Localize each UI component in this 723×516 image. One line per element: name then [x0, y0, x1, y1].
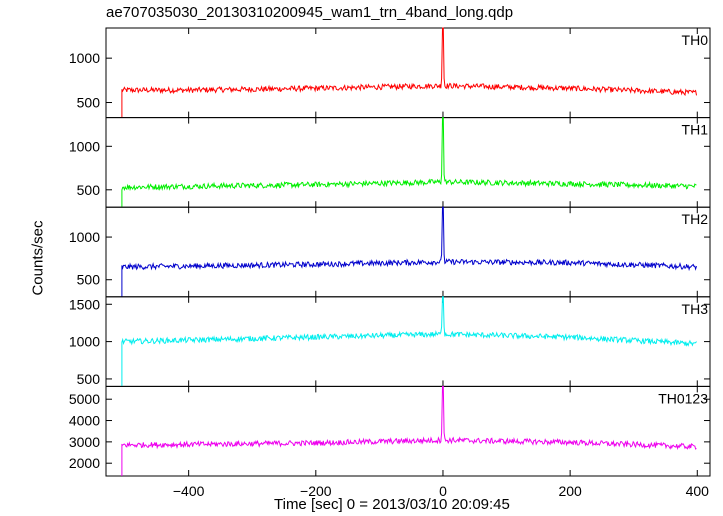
- y-tick-label: 500: [77, 371, 101, 387]
- panel-label-th0: TH0: [682, 32, 709, 48]
- panel-label-th0123: TH0123: [658, 390, 708, 406]
- y-tick-label: 1000: [69, 50, 100, 66]
- x-axis-label: Time [sec] 0 = 2013/03/10 20:09:45: [274, 496, 510, 513]
- panel-label-th3: TH3: [682, 301, 709, 317]
- y-tick-label: 1500: [69, 296, 100, 312]
- panel-label-th2: TH2: [682, 211, 709, 227]
- y-tick-label: 5000: [69, 391, 100, 407]
- x-tick-label: 0: [439, 483, 447, 499]
- y-tick-label: 500: [77, 272, 101, 288]
- y-tick-label: 4000: [69, 413, 100, 429]
- panel-label-th1: TH1: [682, 122, 709, 138]
- y-tick-label: 1000: [69, 229, 100, 245]
- y-tick-label: 2000: [69, 455, 100, 471]
- series-line-th1: [121, 117, 697, 208]
- x-tick-label: −200: [300, 483, 332, 499]
- y-tick-label: 1000: [69, 334, 100, 350]
- y-tick-label: 1000: [69, 138, 100, 154]
- series-line-th0123: [121, 385, 697, 476]
- series-line-th0: [121, 27, 697, 118]
- y-tick-label: 500: [77, 95, 101, 111]
- panel-frame: [105, 27, 711, 119]
- x-tick-label: −400: [173, 483, 205, 499]
- panel-frame: [105, 117, 711, 208]
- y-tick-label: 3000: [69, 434, 100, 450]
- chart-title: ae707035030_20130310200945_wam1_trn_4ban…: [106, 4, 514, 21]
- panel-frame: [105, 206, 711, 298]
- series-line-th2: [121, 206, 697, 297]
- series-line-th3: [121, 296, 697, 387]
- y-tick-label: 500: [77, 182, 101, 198]
- x-tick-label: 200: [558, 483, 582, 499]
- x-tick-label: 400: [686, 483, 710, 499]
- panel-frame: [105, 385, 711, 477]
- panel-frame: [105, 296, 711, 387]
- y-axis-label: Counts/sec: [29, 220, 47, 296]
